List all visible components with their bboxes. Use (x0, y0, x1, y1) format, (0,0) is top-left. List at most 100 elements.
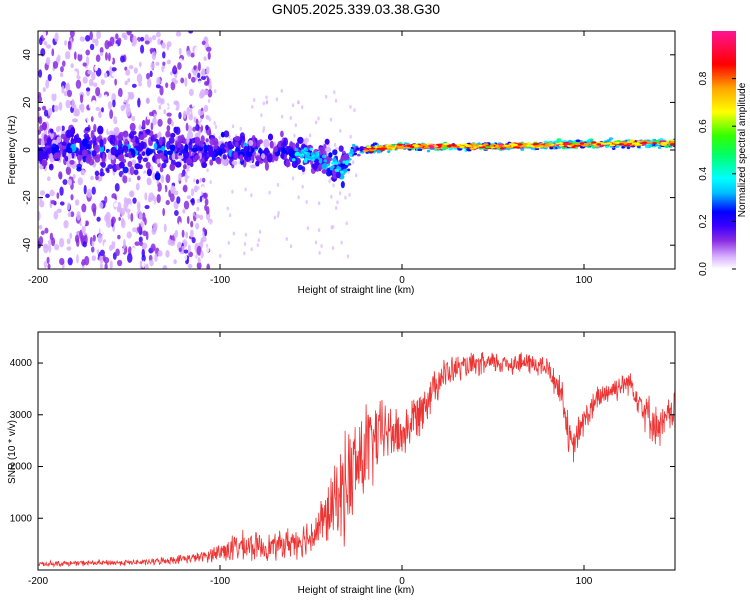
spectrogram-cell (47, 73, 52, 82)
spectrogram-cell (122, 145, 129, 151)
spectrogram-cell (59, 186, 64, 196)
spectrogram-cell (75, 149, 79, 157)
spectrogram-cell (485, 146, 491, 149)
spectrogram-cell (176, 72, 182, 81)
spectrogram-cell (606, 142, 613, 145)
spectrogram-cell (554, 140, 558, 143)
spectrogram-cell (49, 115, 54, 122)
spectrogram-cell (297, 100, 300, 105)
spectrogram-cell (356, 153, 361, 157)
spectrogram-cell (89, 31, 93, 41)
spectrogram-cell (66, 129, 72, 137)
spectrogram-cell (188, 31, 194, 34)
spectrogram-cell (120, 55, 125, 63)
spectrogram-cell (174, 229, 179, 238)
spectrogram-cell (142, 173, 148, 182)
spectrogram-cell (156, 215, 160, 224)
spectrogram-cell (169, 163, 175, 171)
snr-xlabel: Height of straight line (km) (298, 585, 415, 596)
spectrogram-cell (327, 143, 330, 148)
spectrogram-cell (334, 98, 338, 103)
spectrogram-cell (53, 264, 58, 269)
spectrogram-cell (74, 234, 80, 243)
spectrogram-cell (176, 196, 181, 204)
spectrogram-cell (285, 237, 289, 242)
spectrogram-cell (153, 222, 158, 230)
spectrogram-cell (169, 193, 175, 203)
spectrogram-cell (317, 228, 321, 233)
spectrogram-cell (52, 184, 58, 193)
spectrogram-cell (386, 148, 393, 151)
spectrogram-cell (331, 224, 335, 229)
spectrogram-cell (121, 217, 125, 226)
spectrogram-cell (291, 176, 295, 181)
spectrogram-cell (157, 38, 161, 45)
x-tick-label: 100 (576, 576, 593, 587)
spectrogram-cell (100, 161, 106, 168)
spectrogram-cell (58, 237, 65, 248)
spectrogram-cell (77, 45, 84, 55)
spectrogram-cell (141, 119, 146, 129)
snr-panel: -200 -100 0 100 1000 2000 3000 4000 Height of s… (7, 331, 676, 596)
spectrogram-cell (46, 137, 52, 145)
spectrogram-cell (345, 160, 350, 164)
spectrogram-cell (348, 192, 351, 197)
spectrogram-cell (289, 115, 293, 120)
spectrogram-cell (66, 246, 72, 251)
spectrogram-cell (183, 150, 190, 160)
x-tick-label: 0 (399, 576, 405, 587)
spectrogram-cell (154, 172, 161, 181)
spectrogram-cell (91, 85, 95, 93)
spectrogram-cell (123, 90, 129, 101)
spectrogram-cell (94, 65, 99, 72)
spectrogram-cell (575, 139, 581, 143)
spectrogram-cell (187, 131, 194, 139)
spectrogram-cell (155, 61, 160, 66)
y-tick-label: 3000 (10, 410, 33, 421)
spectrogram-cell (325, 147, 332, 153)
spectrogram-cell (178, 47, 182, 56)
spectrogram-cell (288, 149, 295, 157)
spectrogram-cell (165, 250, 170, 258)
spectrogram-cell (93, 123, 97, 133)
spectrogram-cell (46, 44, 52, 49)
spectrogram-cell (340, 181, 345, 189)
spectrogram-cell (197, 257, 201, 264)
spectrogram-cell (243, 251, 246, 256)
spectrogram-cell (171, 33, 176, 40)
spectrogram-cell (42, 87, 47, 93)
spectrogram-cell (114, 78, 117, 86)
spectrogram-cell (122, 130, 129, 138)
spectrogram-cell (498, 143, 505, 146)
spectrogram-cell (323, 159, 328, 163)
spectrogram-cell (127, 77, 131, 83)
spectrogram-cell (153, 142, 158, 150)
spectrogram-cell (200, 135, 205, 144)
spectrogram-cell (206, 263, 211, 269)
spectrogram-cell (87, 212, 92, 219)
spectrogram-cell (151, 200, 155, 206)
spectrogram-cell (141, 254, 146, 262)
spectrogram-cell (629, 139, 635, 142)
spectrogram-cell (642, 141, 648, 144)
spectrogram-cell (256, 140, 261, 148)
spectrogram-cell (370, 147, 376, 150)
spectrogram-cell (173, 259, 177, 265)
spectrogram-cell (297, 195, 300, 200)
spectrogram-cell (334, 206, 338, 211)
spectrogram-cell (38, 262, 41, 268)
spectrogram-cell (94, 156, 101, 163)
spectrogram-cell (150, 122, 154, 131)
spectrogram-cell (91, 150, 97, 157)
spectrogram-cell (626, 142, 633, 146)
spectrogram-cell (135, 220, 140, 228)
spectrogram-cell (91, 71, 96, 81)
spectrogram-cell (231, 160, 238, 166)
spectrogram-cell (264, 161, 269, 171)
spectrogram-cell (193, 65, 197, 71)
spectrogram-cell (264, 147, 269, 154)
spectrogram-cell (120, 247, 125, 254)
spectrogram-cell (176, 141, 182, 149)
spectrogram-cell (59, 72, 64, 78)
